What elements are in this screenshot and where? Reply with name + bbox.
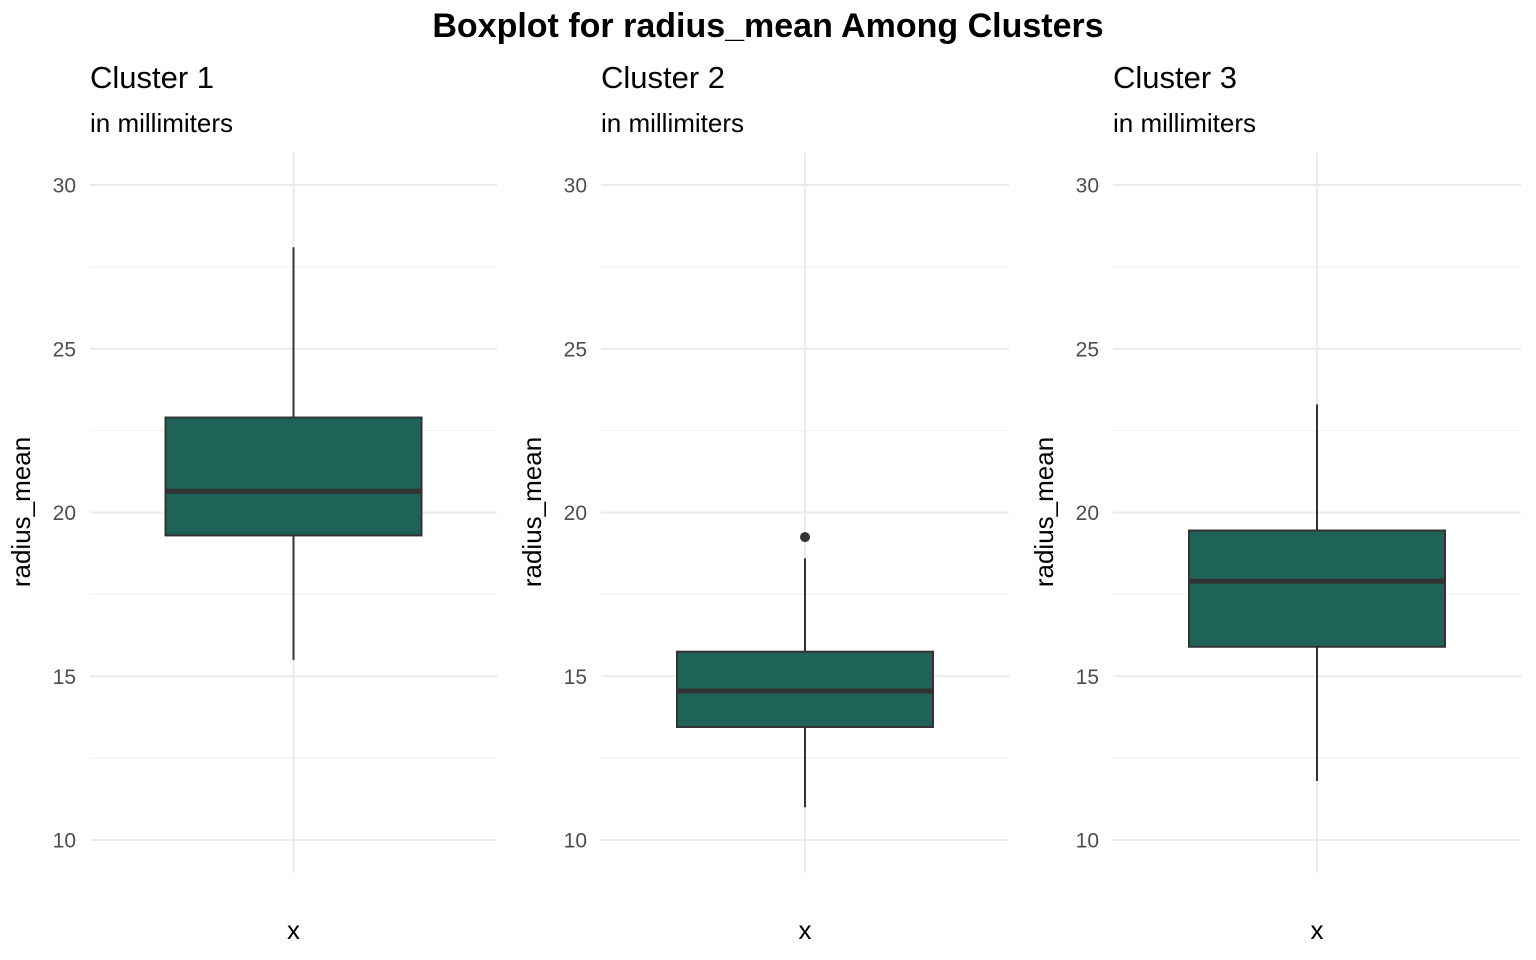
panel-subtitle: in millimiters	[601, 108, 744, 138]
box-iqr	[164, 416, 423, 537]
y-axis-label: radius_mean	[6, 437, 36, 587]
y-tick-label: 15	[1076, 666, 1099, 689]
x-axis-label: x	[287, 915, 300, 945]
y-axis-label: radius_mean	[1029, 437, 1059, 587]
y-tick-label: 15	[564, 666, 587, 689]
panel-3: Cluster 3 in millimiters 10 15 20 25 30 radius_…	[1029, 60, 1521, 945]
y-tick-label: 30	[564, 175, 587, 198]
y-tick-label: 20	[564, 502, 587, 525]
panels-container: Cluster 1 in millimiters 10 15 20 25 30 radius_…	[6, 60, 1521, 945]
x-axis-label: x	[1311, 915, 1324, 945]
y-tick-label: 25	[1076, 338, 1099, 361]
y-tick-label: 30	[53, 175, 76, 198]
y-tick-label: 25	[564, 338, 587, 361]
y-axis-label: radius_mean	[517, 437, 547, 587]
panel-2: Cluster 2 in millimiters 10 15 20 25 30 radius_…	[517, 60, 1009, 945]
y-tick-label: 25	[53, 338, 76, 361]
box-iqr	[1188, 529, 1446, 648]
panel-title: Cluster 3	[1113, 60, 1237, 95]
y-tick-label: 10	[53, 830, 76, 853]
panel-subtitle: in millimiters	[90, 108, 233, 138]
y-tick-label: 10	[1076, 830, 1099, 853]
panel-title: Cluster 1	[90, 60, 214, 95]
y-tick-label: 15	[53, 666, 76, 689]
outlier-point	[800, 532, 810, 543]
y-tick-label: 10	[564, 830, 587, 853]
panel-1: Cluster 1 in millimiters 10 15 20 25 30 radius_…	[6, 60, 497, 945]
y-tick-label: 30	[1076, 175, 1099, 198]
y-tick-label: 20	[1076, 502, 1099, 525]
y-tick-label: 20	[53, 502, 76, 525]
figure-title: Boxplot for radius_mean Among Clusters	[432, 7, 1103, 45]
panel-title: Cluster 2	[601, 60, 725, 95]
x-axis-label: x	[799, 915, 812, 945]
panel-subtitle: in millimiters	[1113, 108, 1256, 138]
